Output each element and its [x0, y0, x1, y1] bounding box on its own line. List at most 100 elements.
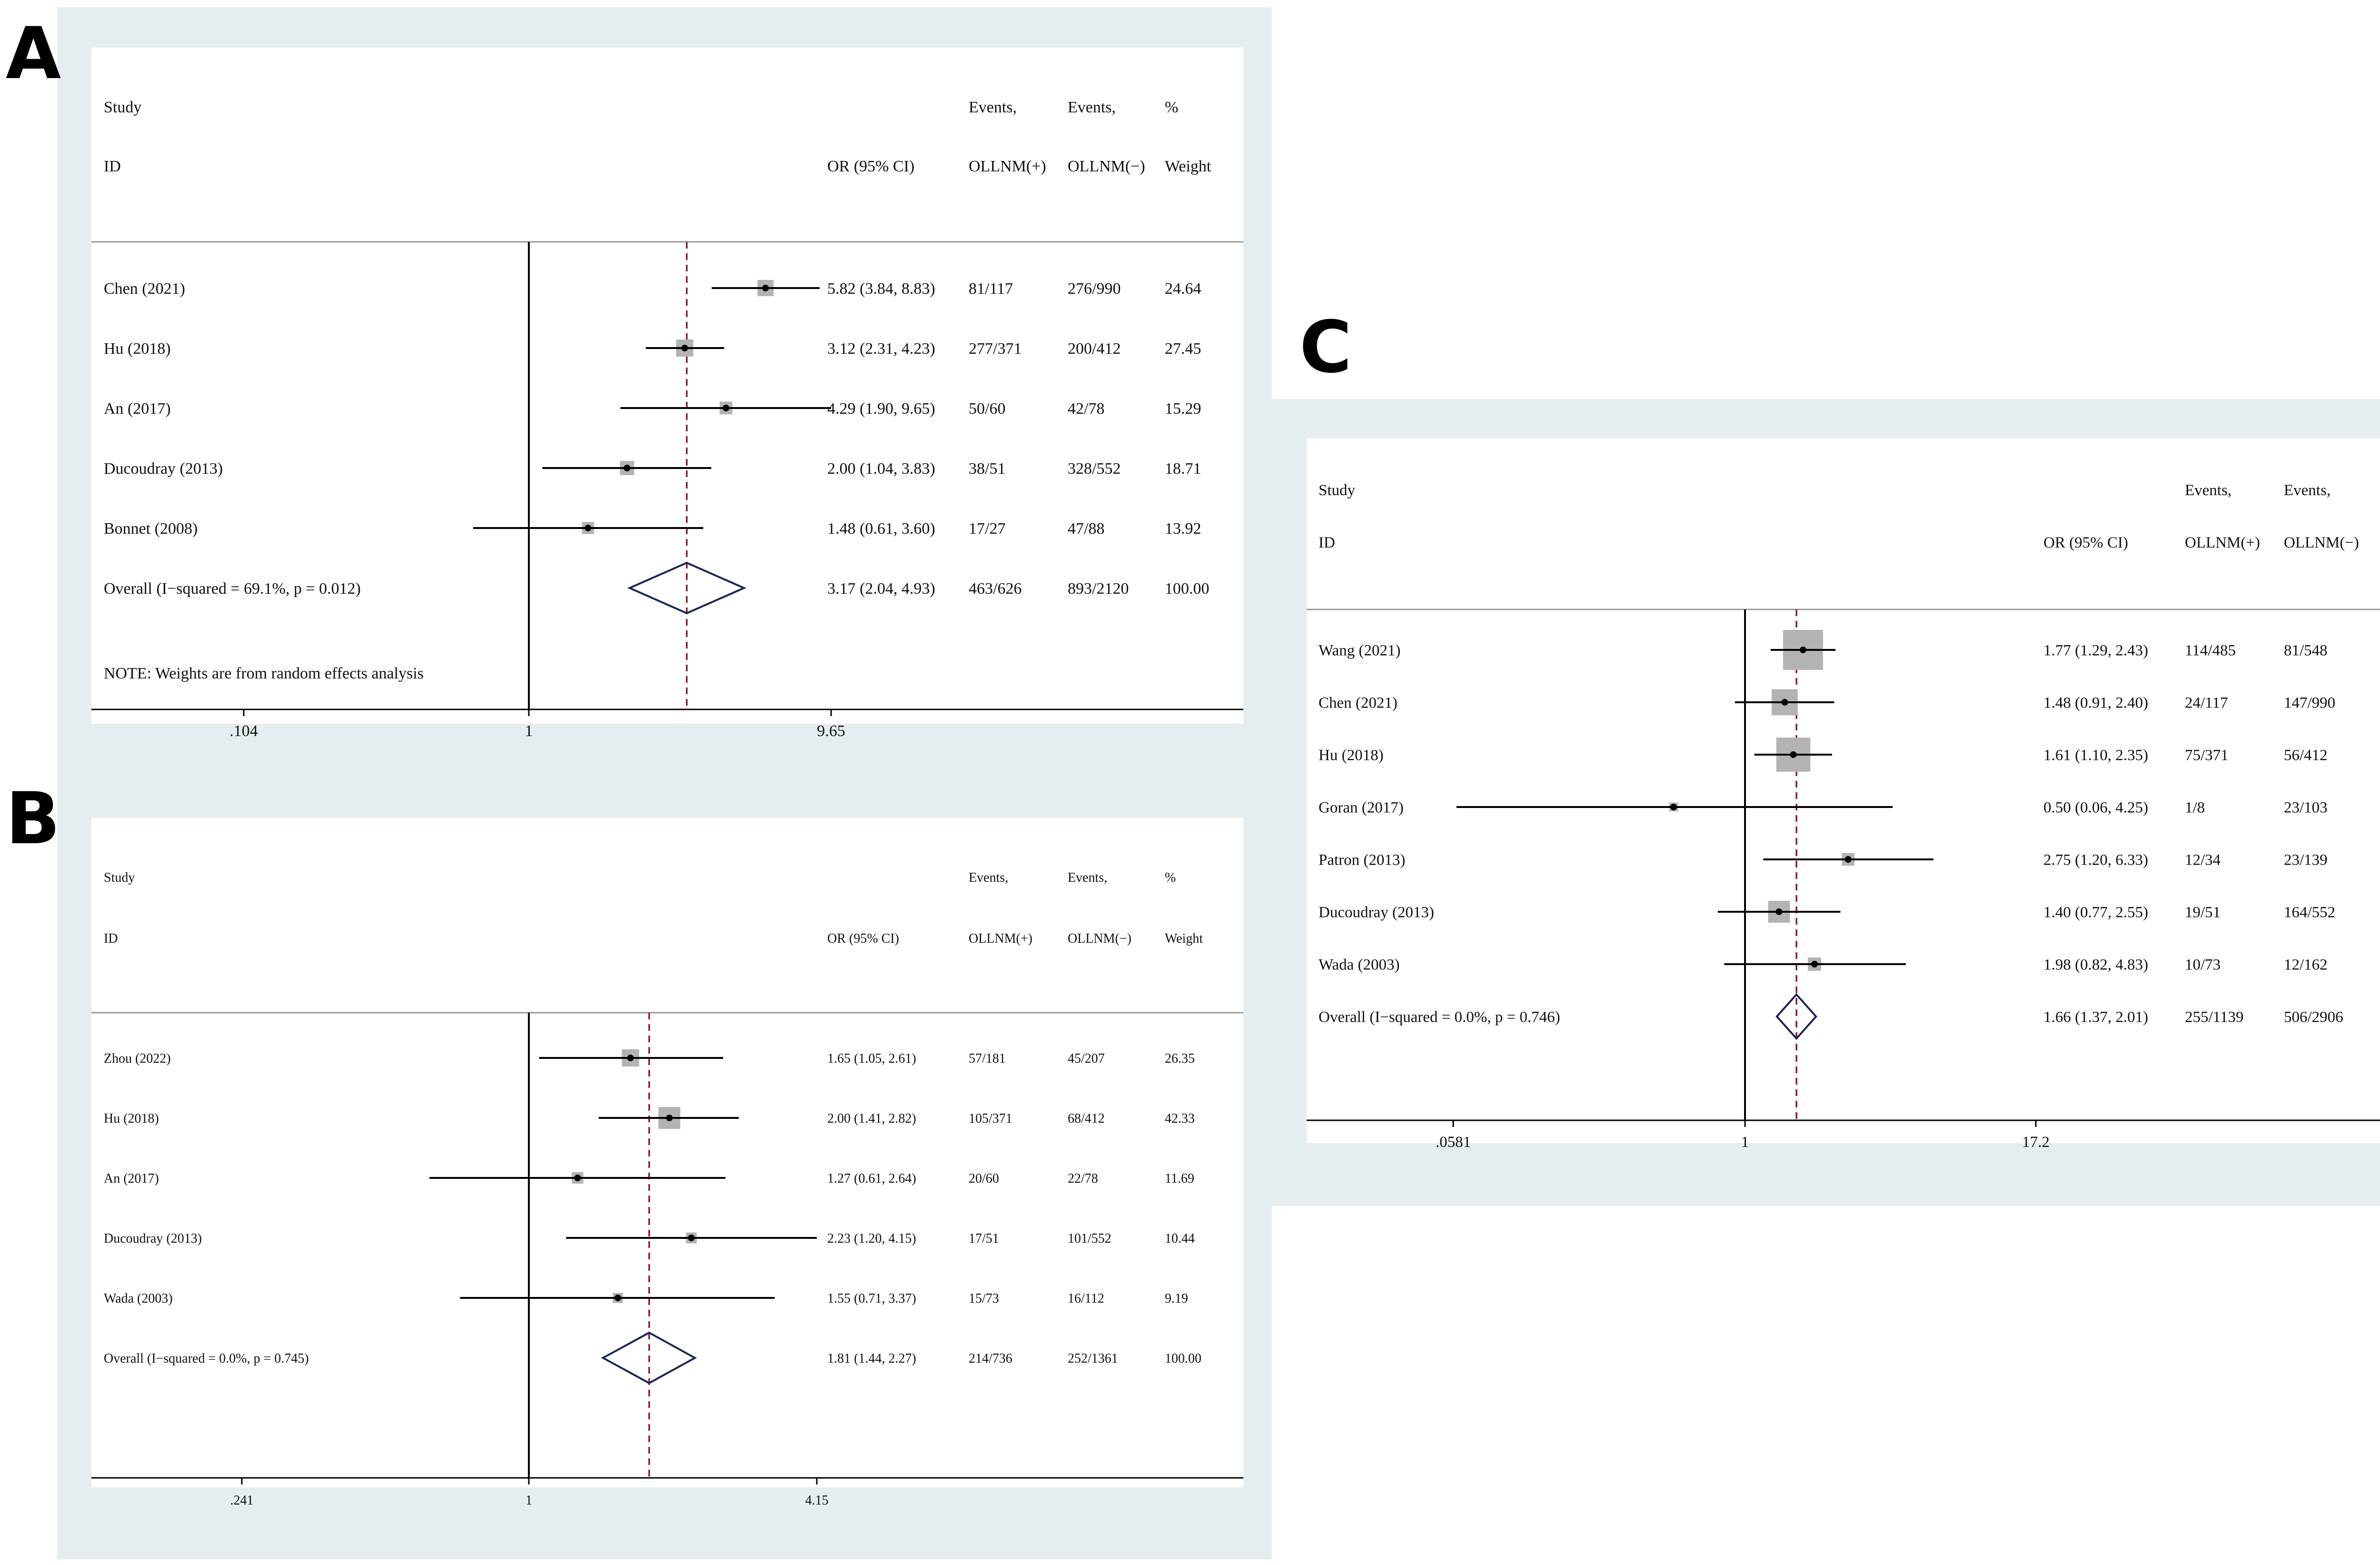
panel-a-events-pos: 277/371 — [969, 340, 1021, 358]
panel-b-study-name: Zhou (2022) — [104, 1051, 171, 1066]
panel-a-or-value: 5.82 (3.84, 8.83) — [827, 280, 935, 298]
panel-c-x-tick-label: 1 — [1741, 1134, 1749, 1151]
panel-c-events-neg: 164/552 — [2284, 904, 2335, 921]
panel-c-point-estimate — [1811, 961, 1818, 967]
panel-c-study-name: Patron (2013) — [1319, 852, 1405, 869]
panel-c-or-value: 1.77 (1.29, 2.43) — [2043, 642, 2148, 659]
panel-b-plot-area — [91, 818, 1243, 1487]
panel-b-events-pos: 57/181 — [969, 1051, 1006, 1066]
panel-c-header-study: Study — [1319, 482, 1356, 499]
panel-a-header-events-pos: Events, — [969, 99, 1017, 116]
panel-c-events-neg: 23/139 — [2284, 852, 2328, 869]
panel-b-events-pos: 17/51 — [969, 1231, 999, 1246]
panel-a-point-estimate — [624, 465, 631, 471]
panel-c-label: C — [1299, 306, 1352, 389]
panel-b-or-value: 2.23 (1.20, 4.15) — [827, 1231, 916, 1246]
panel-a-weight-value: 27.45 — [1165, 340, 1201, 358]
panel-c-overall-diamond — [1775, 993, 1817, 1040]
panel-a-overall-diamond — [627, 561, 747, 615]
panel-c-header-events-neg: Events, — [2284, 482, 2330, 499]
panel-a-x-tick-label: 1 — [525, 722, 533, 740]
panel-c-study-name: Goran (2017) — [1319, 799, 1404, 817]
panel-b-study-name: Hu (2018) — [104, 1111, 159, 1126]
panel-b-header-percent: % — [1165, 870, 1176, 885]
panel-c-plot-area — [1307, 439, 2380, 1143]
panel-c-overall-events-pos: 255/1139 — [2185, 1009, 2243, 1026]
panel-b-weight-value: 26.35 — [1165, 1051, 1195, 1066]
panel-c-events-pos: 10/73 — [2185, 957, 2221, 974]
panel-a-study-name: Hu (2018) — [104, 340, 171, 358]
panel-b-overall-events-neg: 252/1361 — [1068, 1351, 1118, 1366]
panel-a-header-or: OR (95% CI) — [827, 158, 914, 175]
panel-a-header-events-neg: Events, — [1068, 99, 1116, 116]
panel-b-overall-or-value: 1.81 (1.44, 2.27) — [827, 1351, 916, 1366]
panel-c-study-name: Wada (2003) — [1319, 957, 1400, 974]
panel-a-weight-value: 24.64 — [1165, 280, 1201, 298]
panel-c-or-value: 2.75 (1.20, 6.33) — [2043, 852, 2148, 869]
panel-b-events-neg: 68/412 — [1068, 1111, 1105, 1126]
panel-a-events-pos: 50/60 — [969, 400, 1005, 418]
panel-b-overall-weight: 100.00 — [1165, 1351, 1201, 1366]
panel-c-or-value: 1.40 (0.77, 2.55) — [2043, 904, 2148, 921]
panel-b-x-tick-label: 4.15 — [805, 1493, 829, 1508]
panel-b-point-estimate — [666, 1115, 673, 1121]
panel-c-events-neg: 81/548 — [2284, 642, 2328, 659]
panel-b-events-pos: 15/73 — [969, 1291, 999, 1306]
panel-c-x-tick-label: .0581 — [1436, 1134, 1471, 1151]
panel-b-point-estimate — [574, 1175, 581, 1181]
panel-c-point-estimate — [1790, 751, 1797, 758]
panel-c-study-name: Wang (2021) — [1319, 642, 1400, 659]
panel-c-events-pos: 19/51 — [2185, 904, 2221, 921]
panel-b-events-neg: 101/552 — [1068, 1231, 1111, 1246]
panel-c-x-tick-label: 17.2 — [2022, 1134, 2050, 1151]
panel-c-point-estimate — [1670, 804, 1677, 810]
panel-c-header-ollnm-neg: OLLNM(−) — [2284, 534, 2359, 551]
panel-a-study-name: An (2017) — [104, 400, 171, 418]
panel-a-x-tick-label: .104 — [229, 722, 258, 740]
panel-b-x-tick-label: 1 — [526, 1493, 532, 1508]
panel-c-events-pos: 12/34 — [2185, 852, 2221, 869]
panel-c-header-or: OR (95% CI) — [2043, 534, 2128, 551]
panel-b-events-neg: 45/207 — [1068, 1051, 1105, 1066]
panel-b-weight-value: 42.33 — [1165, 1111, 1195, 1126]
panel-a-overall-events-neg: 893/2120 — [1068, 580, 1129, 598]
panel-c-events-neg: 147/990 — [2284, 695, 2335, 712]
panel-a-overall-or-value: 3.17 (2.04, 4.93) — [827, 580, 935, 598]
panel-a-weight-value: 13.92 — [1165, 520, 1201, 538]
panel-b-events-neg: 22/78 — [1068, 1171, 1098, 1186]
panel-a-point-estimate — [681, 345, 688, 351]
panel-a-weight-value: 15.29 — [1165, 400, 1201, 418]
panel-b-or-value: 1.65 (1.05, 2.61) — [827, 1051, 916, 1066]
panel-a-events-pos: 38/51 — [969, 460, 1005, 478]
panel-a-overall-name: Overall (I−squared = 69.1%, p = 0.012) — [104, 580, 361, 598]
panel-a-x-tick-label: 9.65 — [817, 722, 845, 740]
panel-a-weight-value: 18.71 — [1165, 460, 1201, 478]
panel-c-or-value: 1.98 (0.82, 4.83) — [2043, 957, 2148, 974]
panel-b-point-estimate — [614, 1295, 621, 1301]
panel-a-header-weight: Weight — [1165, 158, 1211, 175]
panel-a-events-neg: 200/412 — [1068, 340, 1121, 358]
panel-b-events-pos: 20/60 — [969, 1171, 999, 1186]
panel-a-point-estimate — [762, 285, 769, 291]
panel-c-point-estimate — [1781, 699, 1788, 706]
panel-a-header-ollnm-pos: OLLNM(+) — [969, 158, 1046, 175]
panel-b-header-or: OR (95% CI) — [827, 931, 899, 946]
panel-c-or-value: 1.61 (1.10, 2.35) — [2043, 747, 2148, 764]
panel-b-or-value: 1.55 (0.71, 3.37) — [827, 1291, 916, 1306]
panel-a-header-ollnm-neg: OLLNM(−) — [1068, 158, 1145, 175]
panel-b-header-events-pos: Events, — [969, 870, 1008, 885]
panel-a-label: A — [6, 12, 61, 95]
panel-a-header-study: Study — [104, 99, 141, 116]
panel-b-events-pos: 105/371 — [969, 1111, 1012, 1126]
panel-b-weight-value: 11.69 — [1165, 1171, 1194, 1186]
panel-a-header-percent: % — [1165, 99, 1178, 116]
panel-a-or-value: 1.48 (0.61, 3.60) — [827, 520, 935, 538]
panel-c-header-id: ID — [1319, 534, 1335, 551]
panel-a-study-name: Chen (2021) — [104, 280, 185, 298]
panel-b-header-study: Study — [104, 870, 135, 885]
panel-b-weight-value: 9.19 — [1165, 1291, 1188, 1306]
panel-c-events-pos: 75/371 — [2185, 747, 2229, 764]
panel-c-study-name: Hu (2018) — [1319, 747, 1384, 764]
panel-b-events-neg: 16/112 — [1068, 1291, 1104, 1306]
